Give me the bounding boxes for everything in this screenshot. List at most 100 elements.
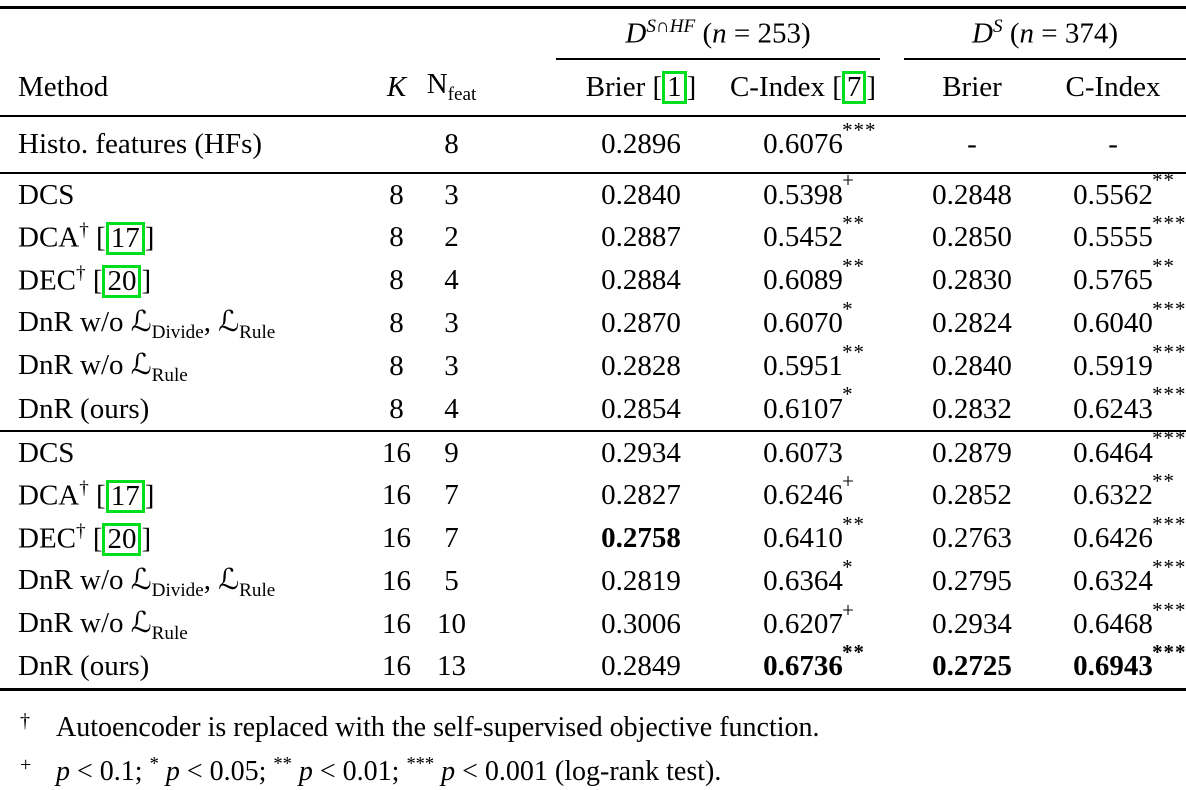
table-body: Histo. features (HFs) 8 0.2896 0.6076 *** - - D… — [0, 116, 1186, 691]
col-brier-shf: Brier [1] — [556, 59, 726, 117]
table-row: DCA† [17] 8 2 0.2887 0.5452 ** 0.2850 0.5555 *** — [0, 210, 1186, 259]
cell-cindex-shf: 0.5398 + — [726, 168, 880, 216]
metric-value: 0.2758 — [601, 522, 681, 554]
spacer-cell — [478, 474, 556, 517]
cell-method: DnR (ours) — [0, 646, 368, 691]
cell-brier-s: 0.2934 — [904, 603, 1040, 646]
metric-value: 0.6468 *** — [1073, 597, 1186, 640]
cell-brier-shf: 0.2758 — [556, 517, 726, 560]
spacer-cell — [880, 560, 904, 603]
table-row: DCS 16 9 0.2934 0.6073 0.2879 0.6464 *** — [0, 426, 1186, 474]
citation-link[interactable]: 20 — [102, 522, 142, 557]
spacer-cell — [478, 173, 556, 216]
footnote-text: Autoencoder is replaced with the self-su… — [56, 711, 820, 743]
cell-nfeat: 8 — [425, 116, 478, 174]
table-row: DEC† [20] 8 4 0.2884 0.6089 ** 0.2830 0.5765 ** — [0, 253, 1186, 302]
significance-marker: ** — [1152, 168, 1175, 193]
spacer-cell — [478, 116, 556, 174]
table-row: DnR (ours) 8 4 0.2854 0.6107 * 0.2832 0.6243 *** — [0, 382, 1186, 432]
cell-cindex-s: - — [1040, 116, 1186, 174]
metric-value: 0.6464 *** — [1073, 426, 1186, 469]
cell-cindex-s: 0.6040 *** — [1040, 296, 1186, 345]
spacer-cell — [478, 560, 556, 603]
metric-value: 0.6107 * — [763, 382, 854, 425]
cell-brier-shf: 0.2840 — [556, 173, 726, 216]
col-cindex-shf: C-Index [7] — [726, 59, 881, 117]
cell-brier-s: 0.2795 — [904, 560, 1040, 603]
significance-marker: *** — [1152, 639, 1186, 664]
cell-cindex-shf: 0.6246 + — [726, 468, 880, 517]
cell-brier-shf: 0.2828 — [556, 345, 726, 388]
cell-k: 8 — [389, 178, 404, 211]
spacer-cell — [478, 302, 556, 345]
metric-value: 0.6324 *** — [1073, 554, 1186, 597]
cell-brier-shf: 0.2934 — [556, 431, 726, 474]
metric-value: 0.5555 *** — [1073, 210, 1186, 253]
metric-value: 0.2827 — [601, 479, 681, 511]
significance-marker: *** — [1152, 296, 1186, 321]
significance-marker: *** — [1152, 426, 1186, 451]
metric-value: 0.2849 — [601, 650, 681, 683]
cell-brier-s: 0.2850 — [904, 216, 1040, 259]
metric-value: - — [967, 128, 977, 160]
citation-link[interactable]: 7 — [841, 70, 867, 105]
table-row: DCA† [17] 16 7 0.2827 0.6246 + 0.2852 0.6322 ** — [0, 468, 1186, 517]
significance-marker: * — [842, 296, 854, 321]
footnote-marker: † — [20, 709, 31, 732]
col-k: K — [368, 59, 425, 117]
citation-link[interactable]: 17 — [105, 479, 145, 514]
footnote-significance: + p < 0.1; * p < 0.05; ** p < 0.01; *** p… — [20, 746, 1186, 790]
cell-nfeat: 4 — [425, 388, 478, 432]
citation-link[interactable]: 17 — [105, 221, 145, 256]
cell-cindex-shf: 0.6410 ** — [726, 512, 880, 560]
cell-brier-shf: 0.2884 — [556, 259, 726, 302]
paper-table-figure: DS∩HF (n = 253) DS (n = 374) Method K Nf… — [0, 6, 1186, 790]
metric-value: 0.6089 ** — [763, 253, 865, 296]
cell-brier-s: 0.2848 — [904, 173, 1040, 216]
table-row: DEC† [20] 16 7 0.2758 0.6410 ** 0.2763 0.6426 **… — [0, 512, 1186, 560]
metric-value: 0.6040 *** — [1073, 296, 1186, 339]
metric-value: 0.2819 — [601, 565, 681, 597]
metric-value: 0.6246 + — [763, 468, 855, 511]
significance-marker: + — [842, 597, 855, 622]
cell-k: 8 — [368, 388, 425, 432]
cell-k: 16 — [382, 479, 411, 511]
spacer-cell — [478, 646, 556, 691]
metric-value: 0.6243 *** — [1073, 382, 1186, 425]
metric-value: 0.2850 — [932, 221, 1012, 253]
metric-value: 0.6364 * — [763, 554, 854, 597]
significance-marker: ** — [842, 210, 865, 235]
metric-value: 0.2824 — [932, 307, 1012, 339]
cell-k: 8 — [389, 221, 404, 253]
citation-link[interactable]: 1 — [662, 70, 687, 105]
cell-cindex-s: 0.6468 *** — [1040, 597, 1186, 646]
footnotes: † Autoencoder is replaced with the self-s… — [0, 691, 1186, 790]
metric-value: 0.2852 — [932, 479, 1012, 511]
cell-cindex-s: 0.6324 *** — [1040, 554, 1186, 603]
cell-cindex-s: 0.5765 ** — [1040, 254, 1186, 302]
spacer-cell — [880, 517, 904, 560]
metric-value: 0.2887 — [601, 221, 681, 253]
cell-k: 8 — [389, 264, 404, 296]
metric-value: 0.2830 — [932, 264, 1012, 296]
significance-marker: *** — [1152, 382, 1186, 407]
cell-method: DnR w/o ℒDivide, ℒRule — [18, 563, 276, 601]
spacer-cell — [880, 603, 904, 646]
cell-method: Histo. features (HFs) — [0, 116, 368, 174]
cell-cindex-s: 0.5555 *** — [1040, 210, 1186, 259]
cell-nfeat: 3 — [444, 350, 459, 382]
cell-k: 8 — [389, 307, 404, 339]
metric-value: - — [1108, 128, 1118, 160]
cell-method: DCA† [17] — [18, 477, 155, 514]
cell-nfeat: 3 — [444, 178, 459, 211]
significance-marker: * — [842, 554, 854, 579]
cell-cindex-shf: 0.6076 *** — [726, 116, 881, 174]
col-cindex-s: C-Index — [1040, 59, 1186, 117]
cell-k: 8 — [389, 350, 404, 382]
metric-value: 0.6070 * — [763, 296, 854, 339]
cell-k: 16 — [382, 608, 411, 640]
citation-link[interactable]: 20 — [102, 264, 142, 299]
spacer-cell — [880, 474, 904, 517]
cell-method: DEC† [20] — [18, 262, 152, 299]
table-row: Histo. features (HFs) 8 0.2896 0.6076 *** - - — [0, 116, 1186, 174]
